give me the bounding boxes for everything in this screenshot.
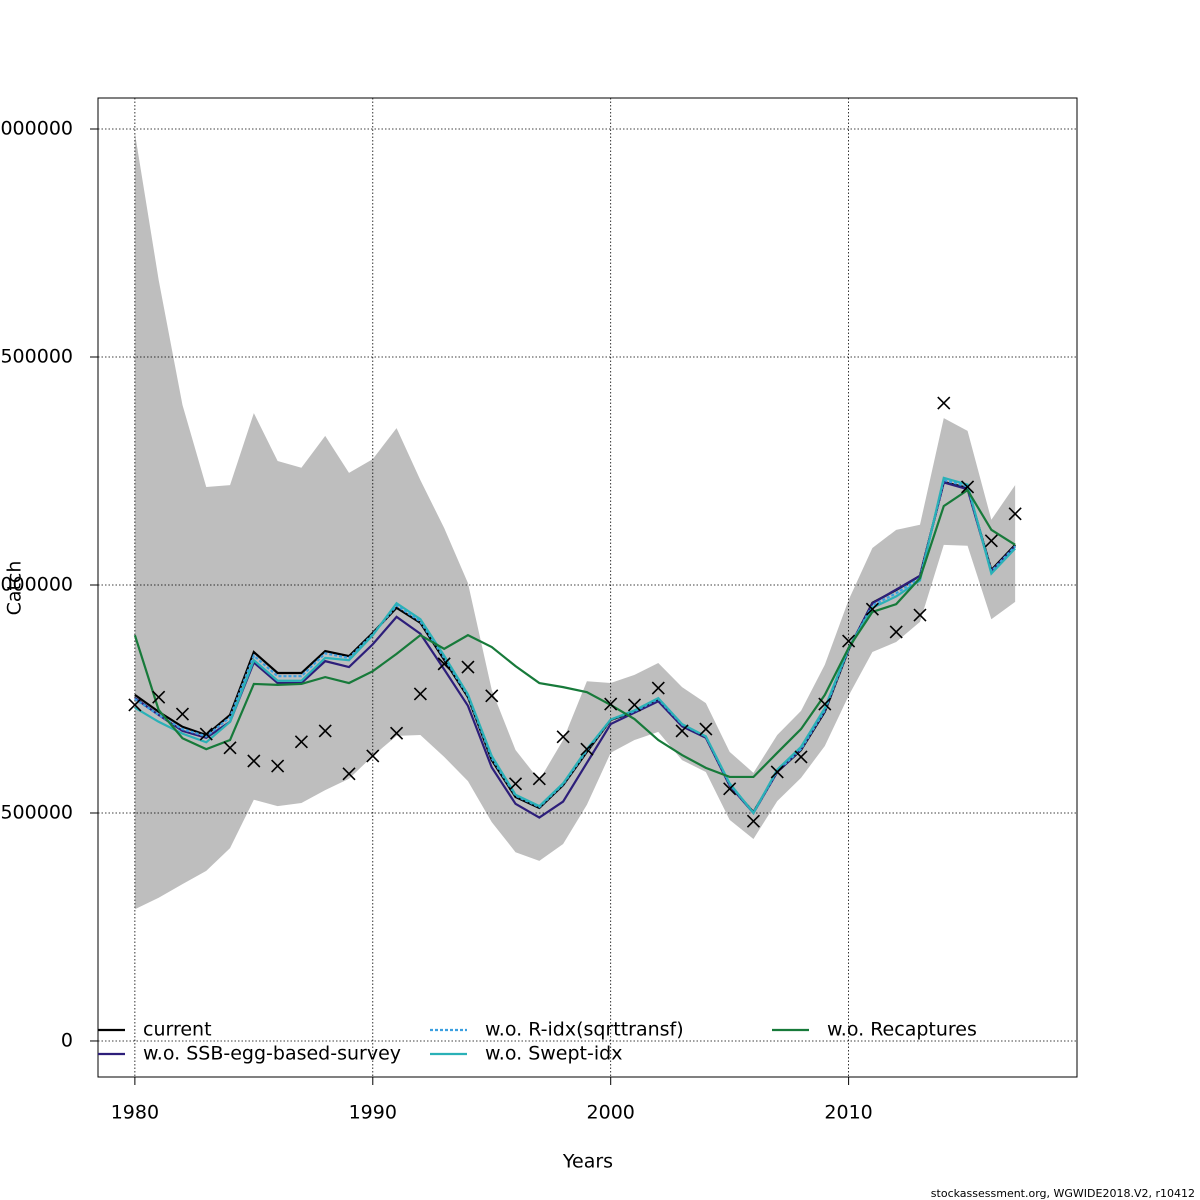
observed-cross: [865, 602, 879, 616]
x-tick-label: 1990: [349, 1102, 397, 1124]
legend-label: w.o. Recaptures: [827, 1019, 977, 1041]
legend-label: w.o. Swept-idx: [485, 1043, 622, 1065]
observed-point: [461, 660, 475, 674]
observed-cross: [675, 724, 689, 738]
observed-point: [651, 681, 665, 695]
series-line: [133, 488, 1016, 779]
observed-point: [366, 749, 380, 763]
legend-label: w.o. R-idx(sqrttransf): [485, 1019, 684, 1041]
observed-point: [794, 750, 808, 764]
observed-cross: [842, 634, 856, 648]
observed-point: [580, 742, 594, 756]
observed-cross: [889, 625, 903, 639]
observed-cross: [532, 772, 546, 786]
y-tick-label: 2000000: [0, 118, 73, 140]
observed-point: [437, 657, 451, 671]
observed-point: [960, 480, 975, 494]
observed-point: [413, 687, 427, 701]
observed-point: [913, 608, 927, 622]
observed-point: [271, 759, 285, 773]
observed-point: [889, 625, 903, 639]
observed-cross: [413, 687, 427, 701]
observed-cross: [342, 767, 356, 781]
x-tick-label: 2010: [824, 1102, 872, 1124]
observed-cross: [627, 698, 642, 712]
observed-point: [604, 697, 618, 711]
observed-cross: [580, 742, 594, 756]
footer: stockassessment.org, WGWIDE2018.V2, r104…: [931, 1187, 1195, 1200]
observed-cross: [770, 765, 784, 779]
observed-cross: [1008, 507, 1022, 521]
observed-point: [390, 726, 404, 740]
observed-cross: [223, 741, 237, 755]
observed-cross: [318, 724, 332, 738]
observed-point: [818, 697, 832, 711]
observed-cross: [818, 697, 832, 711]
observed-point: [984, 534, 998, 548]
observed-point: [842, 634, 856, 648]
observed-point: [128, 698, 142, 712]
observed-point: [508, 777, 523, 791]
x-axis-label: Years: [562, 1151, 613, 1173]
plot-frame: [97, 97, 1078, 1078]
observed-point: [247, 754, 261, 768]
confidence-band: [134, 133, 1016, 910]
observed-cross: [723, 782, 737, 796]
y-tick-label: 1500000: [0, 345, 73, 367]
observed-point: [223, 741, 237, 755]
observed-cross: [485, 689, 499, 703]
observed-point: [556, 730, 570, 744]
observed-point: [746, 814, 761, 828]
observed-point: [199, 727, 213, 741]
legend-label: w.o. SSB-egg-based-survey: [143, 1043, 401, 1065]
y-tick-label: 500000: [0, 801, 73, 823]
series-line: [134, 476, 1016, 815]
observed-point: [342, 767, 356, 781]
observed-point: [723, 782, 737, 796]
x-tick-label: 2000: [587, 1102, 635, 1124]
observed-point: [1008, 507, 1022, 521]
observed-point: [318, 724, 332, 738]
legend-label: current: [143, 1019, 212, 1041]
observed-cross: [461, 660, 475, 674]
observed-cross: [937, 396, 951, 410]
y-tick-label: 0: [61, 1029, 73, 1051]
observed-point: [675, 724, 689, 738]
observed-point: [627, 698, 642, 712]
observed-cross: [508, 777, 523, 791]
observed-cross: [604, 697, 618, 711]
observed-point: [294, 735, 308, 749]
observed-cross: [294, 735, 308, 749]
observed-point: [485, 689, 499, 703]
observed-cross: [913, 608, 927, 622]
observed-cross: [794, 750, 808, 764]
observed-cross: [366, 749, 380, 763]
observed-cross: [390, 726, 404, 740]
observed-cross: [199, 727, 213, 741]
observed-cross: [152, 690, 166, 704]
observed-cross: [699, 722, 713, 736]
observed-cross: [271, 759, 285, 773]
x-tick-label: 1980: [111, 1102, 159, 1124]
observed-point: [770, 765, 784, 779]
y-tick-label: 1000000: [0, 573, 73, 595]
observed-point: [152, 690, 166, 704]
observed-cross: [128, 698, 142, 712]
observed-point: [937, 396, 951, 410]
observed-point: [865, 602, 879, 616]
observed-point: [699, 722, 713, 736]
observed-cross: [960, 480, 975, 494]
observed-cross: [437, 657, 451, 671]
observed-cross: [651, 681, 665, 695]
observed-cross: [984, 534, 998, 548]
observed-cross: [556, 730, 570, 744]
y-axis-label: Catch: [4, 561, 26, 616]
observed-cross: [746, 814, 761, 828]
observed-point: [175, 707, 190, 721]
observed-cross: [247, 754, 261, 768]
observed-cross: [175, 707, 190, 721]
observed-point: [532, 772, 546, 786]
